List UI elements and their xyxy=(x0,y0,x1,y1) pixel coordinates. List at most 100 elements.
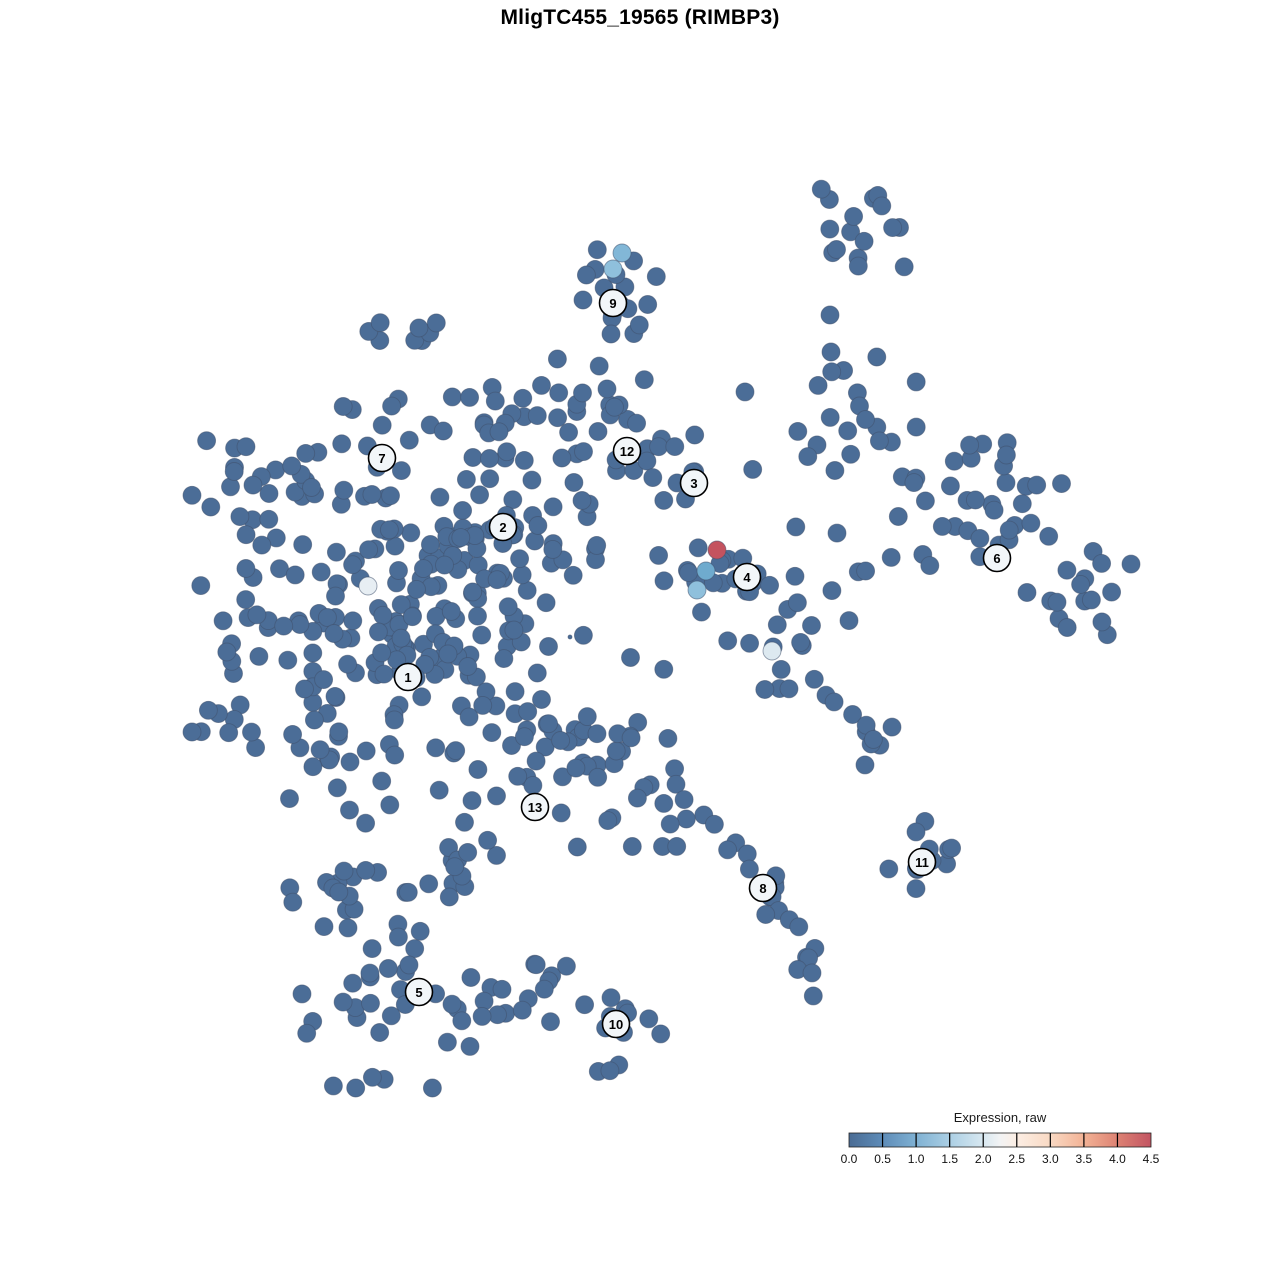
data-point xyxy=(872,196,892,216)
data-point xyxy=(1012,494,1032,514)
data-point xyxy=(468,606,487,626)
data-point xyxy=(442,387,462,407)
data-point xyxy=(295,679,314,699)
data-point xyxy=(867,347,887,367)
data-point xyxy=(368,622,388,642)
data-point xyxy=(356,860,376,880)
data-point xyxy=(433,421,453,441)
data-point xyxy=(274,616,294,636)
data-point xyxy=(445,857,465,877)
data-point xyxy=(410,921,430,941)
data-point xyxy=(398,882,418,902)
data-point xyxy=(514,450,534,470)
data-point xyxy=(808,375,828,395)
data-point xyxy=(391,461,411,481)
data-point xyxy=(407,579,426,599)
data-point xyxy=(822,362,842,382)
data-point xyxy=(419,874,439,894)
data-point xyxy=(825,461,845,480)
plot-title: MligTC455_19565 (RIMBP3) xyxy=(500,6,780,29)
data-point xyxy=(505,682,525,702)
cluster-label: 6 xyxy=(982,543,1012,573)
data-point xyxy=(543,497,563,517)
data-point xyxy=(704,814,724,834)
legend-tick-label: 2.5 xyxy=(1008,1152,1025,1166)
data-point xyxy=(687,580,707,600)
data-point xyxy=(456,469,476,489)
data-point xyxy=(601,324,621,344)
data-point xyxy=(385,745,405,765)
data-point xyxy=(191,576,211,596)
data-point xyxy=(249,646,269,666)
data-point xyxy=(247,605,267,625)
data-point xyxy=(822,581,842,601)
data-point xyxy=(888,507,908,526)
cluster-label: 3 xyxy=(679,468,709,498)
data-point xyxy=(539,637,558,656)
data-point xyxy=(437,1032,457,1052)
data-point xyxy=(666,774,686,794)
legend-ticks: 0.0 0.5 1.0 1.5 2.0 2.5 3.0 3.5 4.0 4.5 xyxy=(841,1133,1160,1166)
data-point xyxy=(552,448,572,468)
data-point xyxy=(854,231,874,251)
data-point xyxy=(1081,590,1101,610)
data-point xyxy=(379,520,399,540)
data-point xyxy=(576,265,596,285)
data-point xyxy=(718,631,738,651)
data-point xyxy=(984,500,1004,520)
data-point xyxy=(378,959,398,978)
data-point xyxy=(621,728,641,748)
cluster-label-number: 3 xyxy=(690,476,697,491)
data-point xyxy=(906,822,926,842)
data-point xyxy=(527,406,547,426)
cluster-label: 4 xyxy=(732,562,762,592)
data-point xyxy=(459,707,479,727)
data-point xyxy=(482,723,502,743)
data-point xyxy=(785,566,805,586)
data-point xyxy=(461,968,481,987)
data-point xyxy=(802,963,822,983)
cluster-label: 11 xyxy=(907,847,937,877)
data-point xyxy=(213,611,233,631)
data-point xyxy=(372,643,392,663)
data-point xyxy=(740,633,760,653)
data-point xyxy=(497,442,517,462)
data-point xyxy=(480,469,500,489)
data-point xyxy=(629,315,649,335)
data-point xyxy=(676,809,696,829)
cluster-label-circle xyxy=(601,1009,631,1039)
data-point xyxy=(391,628,411,648)
data-point xyxy=(325,686,345,706)
cluster-label-circle xyxy=(612,436,642,466)
data-point xyxy=(441,602,461,621)
data-point xyxy=(548,408,568,428)
data-point xyxy=(598,811,618,831)
cluster-label-circle xyxy=(367,443,397,473)
data-point xyxy=(373,605,393,625)
data-point xyxy=(587,535,607,555)
data-point xyxy=(230,507,250,527)
data-point xyxy=(317,608,337,627)
data-point xyxy=(788,421,808,441)
data-point xyxy=(743,459,763,479)
legend-tick-label: 2.0 xyxy=(975,1152,992,1166)
data-point xyxy=(438,644,458,664)
data-point xyxy=(430,487,450,507)
data-point xyxy=(485,391,505,411)
data-point xyxy=(399,955,419,975)
legend-gradient-bar xyxy=(848,1132,1152,1148)
cluster-label-number: 8 xyxy=(759,881,766,896)
data-point xyxy=(224,462,244,481)
data-point xyxy=(329,722,349,742)
data-point xyxy=(525,531,545,551)
data-point xyxy=(692,602,711,622)
cluster-label: 1 xyxy=(393,662,423,692)
data-point xyxy=(426,313,446,333)
data-point xyxy=(389,561,408,580)
data-point xyxy=(282,456,302,476)
data-point xyxy=(303,643,323,663)
cluster-label: 8 xyxy=(748,873,778,903)
data-point xyxy=(198,700,218,720)
data-point xyxy=(589,356,609,376)
data-point xyxy=(760,575,780,595)
